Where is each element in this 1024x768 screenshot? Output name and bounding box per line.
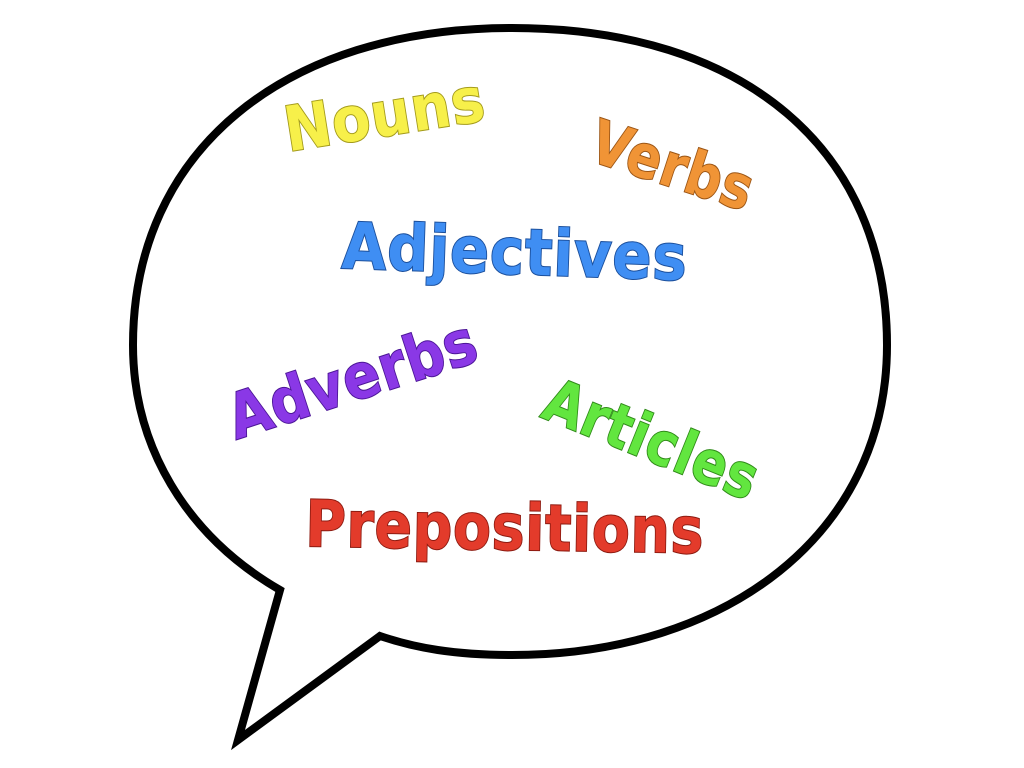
word-adjectives: Adjectives — [340, 209, 690, 297]
word-prepositions: Prepositions — [304, 487, 706, 570]
speech-bubble-outline — [128, 23, 892, 751]
